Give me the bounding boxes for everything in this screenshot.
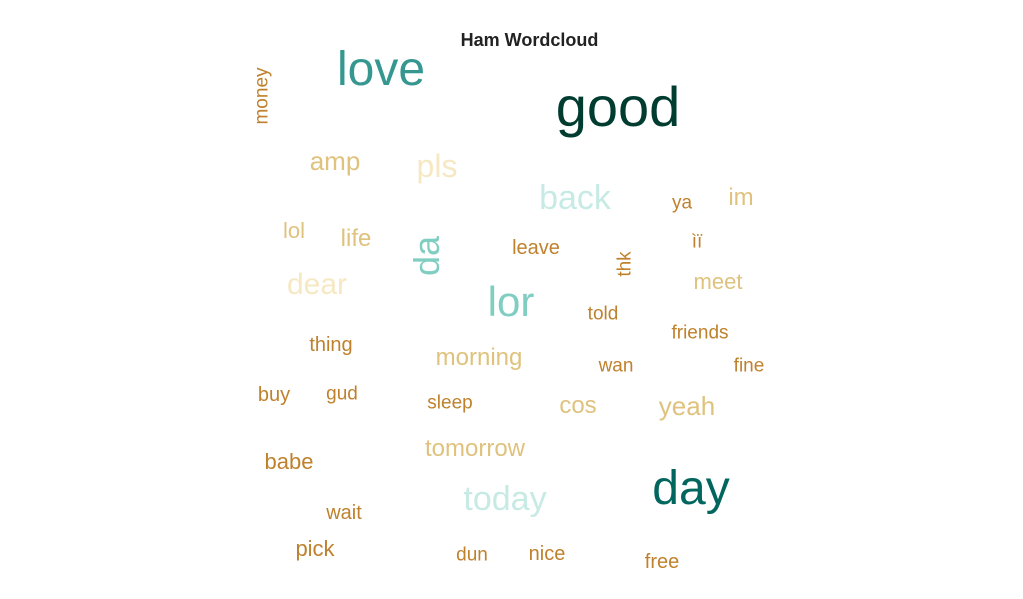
- word-17: lol: [282, 218, 306, 243]
- chart-title: Ham Wordcloud: [460, 30, 599, 50]
- word-25: nice: [528, 543, 566, 565]
- word-3: lor: [487, 278, 535, 325]
- word-1: love: [336, 43, 426, 96]
- word-30: wan: [598, 355, 634, 377]
- word-20: thing: [309, 334, 353, 356]
- word-29: told: [587, 303, 619, 325]
- word-26: dun: [456, 544, 488, 566]
- word-28: gud: [326, 383, 358, 405]
- word-19: pick: [295, 536, 335, 561]
- word-5: back: [539, 179, 611, 217]
- word-2: day: [652, 462, 730, 515]
- word-27: sleep: [427, 392, 473, 414]
- word-14: meet: [693, 269, 743, 294]
- word-6: today: [463, 480, 547, 518]
- word-24: leave: [512, 237, 560, 259]
- word-10: morning: [435, 344, 523, 371]
- word-21: wait: [326, 502, 362, 524]
- word-7: pls: [416, 148, 458, 184]
- word-11: tomorrow: [424, 435, 526, 462]
- word-32: fine: [733, 355, 765, 377]
- word-33: ya: [671, 192, 693, 214]
- word-15: im: [728, 184, 754, 211]
- word-13: cos: [559, 392, 597, 419]
- word-34: ìï: [691, 231, 703, 253]
- word-18: babe: [264, 449, 314, 474]
- word-12: yeah: [658, 391, 716, 421]
- word-9: amp: [309, 146, 361, 176]
- word-4: da: [406, 235, 447, 277]
- word-35: money: [251, 67, 273, 125]
- word-8: dear: [286, 268, 348, 301]
- word-16: life: [340, 225, 372, 252]
- word-31: friends: [671, 322, 729, 344]
- word-36: thk: [614, 251, 636, 277]
- word-23: free: [644, 551, 680, 573]
- word-0: good: [555, 75, 681, 138]
- word-22: buy: [257, 384, 291, 406]
